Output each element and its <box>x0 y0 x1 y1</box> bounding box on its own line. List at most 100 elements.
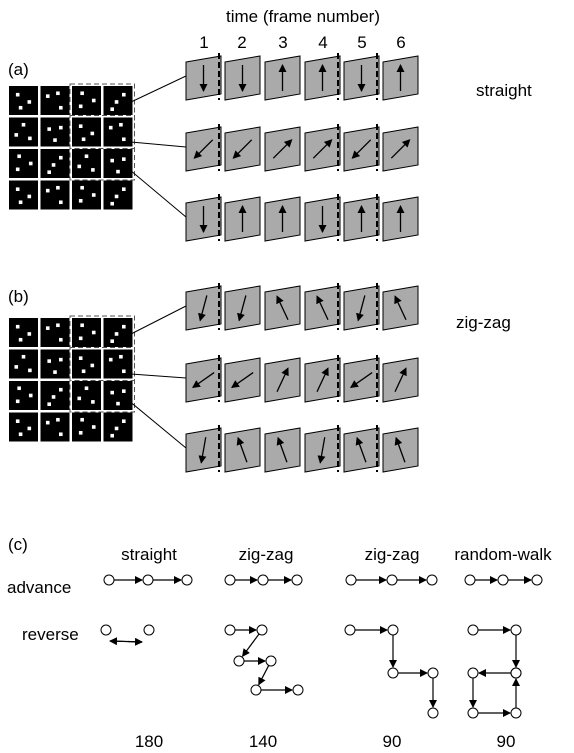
trajectory-node <box>510 707 522 719</box>
dot <box>110 390 114 395</box>
connector-line <box>130 305 187 335</box>
dot <box>81 137 86 142</box>
dot <box>108 125 113 130</box>
frame-number-3: 3 <box>278 33 287 52</box>
panel-c-label: (c) <box>8 535 28 554</box>
trajectory-node <box>143 624 155 636</box>
trajectory-node <box>467 624 479 636</box>
trajectory-node <box>291 574 303 586</box>
dot <box>114 194 119 199</box>
motion-arrow <box>312 139 333 159</box>
motion-arrow <box>237 295 247 322</box>
dot <box>80 323 84 328</box>
frame-4 <box>304 427 341 473</box>
frame-6 <box>382 126 419 172</box>
motion-arrow <box>276 436 288 463</box>
dot <box>28 161 33 166</box>
motion-arrow <box>317 437 326 464</box>
frame-4 <box>304 126 341 172</box>
motion-arrow <box>356 295 366 322</box>
dot <box>15 399 20 404</box>
trajectory-node <box>265 655 277 667</box>
frame-number-row: 1 2 3 4 5 6 <box>199 33 405 52</box>
trajectory-node <box>510 624 522 636</box>
frame-number-6: 6 <box>396 33 405 52</box>
dot <box>47 127 51 131</box>
panel-b-condition: zig-zag <box>456 313 511 332</box>
frame-2 <box>224 357 261 403</box>
dot <box>21 122 26 127</box>
frame-1 <box>185 196 222 242</box>
connector-line <box>104 148 187 218</box>
dot <box>45 326 50 330</box>
panel-a-label: (a) <box>8 60 29 79</box>
dot <box>116 401 120 406</box>
dot <box>91 193 96 197</box>
aperture-cell <box>72 117 101 147</box>
trajectory-node <box>344 624 356 636</box>
aperture-cell <box>72 180 101 210</box>
dot <box>80 91 84 96</box>
trajectory-node <box>250 684 262 696</box>
trajectory-node <box>387 624 399 636</box>
aperture-cell <box>103 349 133 379</box>
column-title-3: zig-zag <box>365 545 420 564</box>
dot <box>56 323 60 328</box>
dot <box>110 158 114 163</box>
dot <box>15 187 20 191</box>
dot <box>78 104 83 109</box>
dot <box>122 187 126 191</box>
dot <box>78 124 83 128</box>
dot <box>108 357 113 362</box>
dot <box>91 330 96 335</box>
aperture-cell <box>9 318 38 347</box>
trajectory-node <box>467 707 479 719</box>
trajectory-node <box>510 667 522 679</box>
trajectory-node <box>256 624 268 636</box>
dot <box>119 122 123 127</box>
dot <box>47 170 51 174</box>
panel-b-figure <box>9 283 419 473</box>
frame-number-5: 5 <box>357 33 366 52</box>
panel-a-figure <box>9 53 419 242</box>
motion-arrow <box>316 295 329 321</box>
trajectory-node <box>464 574 476 586</box>
dot <box>45 94 50 98</box>
row-label-reverse: reverse <box>22 625 79 644</box>
trajectory-node <box>224 624 236 636</box>
motion-arrow <box>236 436 248 463</box>
frame-6 <box>382 357 419 403</box>
dot <box>122 419 126 423</box>
dot <box>78 199 83 203</box>
dot <box>122 324 126 329</box>
dot <box>51 395 56 399</box>
column-angle-3: 90 <box>383 732 402 751</box>
dot <box>78 336 83 341</box>
dot <box>17 154 21 159</box>
dot <box>21 354 26 359</box>
frame-5 <box>343 285 380 331</box>
trajectory-arrow <box>109 637 143 646</box>
aperture-cell <box>9 180 38 210</box>
dot <box>28 136 32 141</box>
dot <box>122 157 126 161</box>
dot <box>53 138 57 142</box>
trajectory-node <box>257 574 269 586</box>
frame-6 <box>382 427 419 473</box>
dot <box>28 393 33 398</box>
dot <box>114 426 119 431</box>
frame-6 <box>382 196 419 242</box>
dot <box>14 133 19 137</box>
motion-arrow <box>276 295 289 321</box>
time-axis-label: time (frame number) <box>226 7 380 26</box>
dot <box>56 417 60 422</box>
column-title-2: zig-zag <box>239 545 294 564</box>
frame-3 <box>264 285 301 331</box>
dot <box>122 137 126 142</box>
frame-6 <box>382 285 419 331</box>
aperture-cell <box>9 412 38 442</box>
dot <box>51 163 56 167</box>
frame-4 <box>304 196 341 242</box>
trajectory-node <box>427 707 439 719</box>
